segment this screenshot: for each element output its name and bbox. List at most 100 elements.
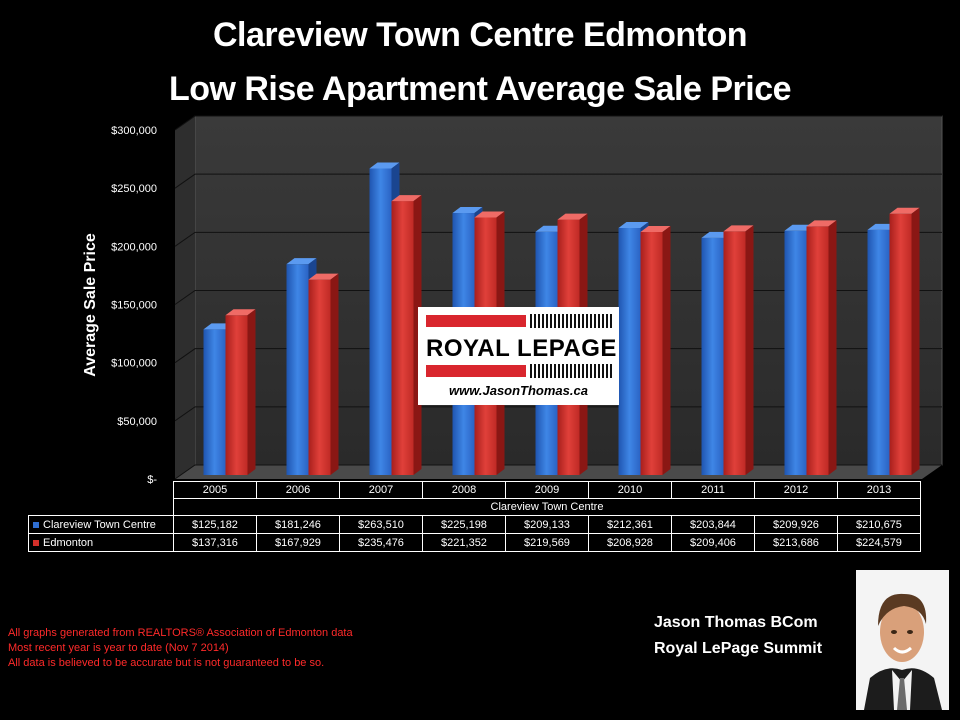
- y-tick-label: $-: [147, 474, 157, 486]
- logo-red-bar: [426, 315, 526, 327]
- data-label: $125,182: [173, 515, 257, 534]
- logo-url: www.JasonThomas.ca: [449, 383, 588, 398]
- data-label: $208,928: [588, 533, 672, 552]
- y-tick-label: $250,000: [111, 183, 157, 195]
- bar-top: [452, 207, 483, 214]
- legend-swatch-icon: [33, 539, 39, 546]
- chart-title-line2: Low Rise Apartment Average Sale Price: [168, 70, 792, 108]
- y-axis-label: Average Sale Price: [82, 233, 99, 377]
- bar-side: [828, 220, 837, 475]
- gridline: [174, 115, 942, 131]
- bar-front: [391, 201, 414, 475]
- data-label: $213,686: [754, 533, 838, 552]
- data-label: $137,316: [173, 533, 257, 552]
- data-label: $209,406: [671, 533, 755, 552]
- bar-top: [308, 273, 339, 280]
- data-label: $212,361: [588, 515, 672, 534]
- bar-top: [369, 162, 400, 169]
- x-axis-label: Clareview Town Centre: [173, 498, 921, 516]
- data-table: 2005 2006 2007 2008 2009 2010 2011 2012 …: [28, 481, 921, 552]
- bar-top: [557, 213, 588, 220]
- gridline: [174, 348, 942, 364]
- series-name: Edmonton: [43, 536, 94, 549]
- data-label: $219,569: [505, 533, 589, 552]
- y-tick-label: $300,000: [111, 125, 157, 137]
- bar-2011-series-2: [723, 225, 754, 475]
- data-label: $263,510: [339, 515, 423, 534]
- agent-company: Royal LePage Summit: [654, 640, 823, 657]
- bar-front: [225, 315, 248, 475]
- note-line: All graphs generated from REALTORS® Asso…: [8, 627, 353, 639]
- legend-series-clareview: Clareview Town Centre: [28, 515, 174, 534]
- bar-side: [413, 195, 422, 475]
- x-tick-label: 2009: [505, 481, 589, 499]
- y-tick-label: $50,000: [117, 416, 157, 428]
- x-tick-label: 2013: [837, 481, 921, 499]
- bar-top: [225, 309, 256, 316]
- bar-top: [889, 207, 920, 214]
- x-tick-label: 2007: [339, 481, 423, 499]
- agent-photo: [856, 570, 949, 710]
- gridline: [174, 406, 942, 422]
- logo-red-bar: [426, 365, 526, 377]
- bar-front: [286, 264, 309, 475]
- bar-front: [806, 226, 829, 475]
- data-label: $209,133: [505, 515, 589, 534]
- data-label: $224,579: [837, 533, 921, 552]
- bar-2007-series-2: [391, 195, 422, 475]
- bar-front: [369, 168, 392, 476]
- data-label: $235,476: [339, 533, 423, 552]
- bar-2013-series-2: [889, 207, 920, 476]
- agent-name: Jason Thomas BCom: [654, 614, 818, 631]
- disclaimer-notes: All graphs generated from REALTORS® Asso…: [8, 626, 353, 671]
- bar-front: [618, 227, 641, 475]
- bar-side: [662, 225, 671, 475]
- bar-top: [286, 258, 317, 265]
- data-label: $221,352: [422, 533, 506, 552]
- gridline: [174, 290, 942, 305]
- bar-2010-series-2: [640, 225, 671, 475]
- logo-barcode-icon: [530, 314, 612, 328]
- y-tick-label: $150,000: [111, 300, 157, 312]
- logo-brand-text: ROYAL LEPAGE: [426, 335, 617, 362]
- data-label: $225,198: [422, 515, 506, 534]
- bar-side: [911, 207, 920, 476]
- x-tick-label: 2006: [256, 481, 340, 499]
- x-tick-label: 2008: [422, 481, 506, 499]
- bar-front: [889, 213, 912, 476]
- gridline: [174, 173, 942, 189]
- note-line: Most recent year is year to date (Nov 7 …: [8, 642, 229, 654]
- bar-top: [723, 225, 754, 232]
- x-tick-label: 2005: [173, 481, 257, 499]
- bar-front: [784, 230, 807, 475]
- data-label: $210,675: [837, 515, 921, 534]
- x-tick-label: 2011: [671, 481, 755, 499]
- bar-top: [618, 221, 649, 228]
- bar-top: [806, 220, 837, 227]
- note-line: All data is believed to be accurate but …: [8, 657, 325, 669]
- data-label: $209,926: [754, 515, 838, 534]
- legend-swatch-icon: [33, 521, 39, 528]
- bar-side: [745, 225, 754, 475]
- chart-title-line1: Clareview Town Centre Edmonton: [212, 16, 748, 54]
- y-tick-label: $100,000: [111, 358, 157, 370]
- y-tick-label: $200,000: [111, 241, 157, 253]
- royal-lepage-logo: ROYAL LEPAGE www.JasonThomas.ca: [418, 307, 619, 405]
- data-label: $203,844: [671, 515, 755, 534]
- series-name: Clareview Town Centre: [43, 518, 156, 531]
- bar-top: [391, 195, 422, 202]
- legend-series-edmonton: Edmonton: [28, 533, 174, 552]
- bar-side: [330, 273, 339, 475]
- signature: Jason Thomas BCom Royal LePage Summit: [654, 610, 822, 662]
- bar-front: [203, 329, 226, 475]
- bar-front: [723, 231, 746, 475]
- data-label: $181,246: [256, 515, 340, 534]
- bar-2005-series-2: [225, 309, 256, 475]
- gridline: [174, 464, 942, 480]
- data-label: $167,929: [256, 533, 340, 552]
- bar-front: [308, 279, 331, 475]
- x-tick-label: 2010: [588, 481, 672, 499]
- gridline: [174, 231, 942, 247]
- bar-front: [640, 231, 663, 475]
